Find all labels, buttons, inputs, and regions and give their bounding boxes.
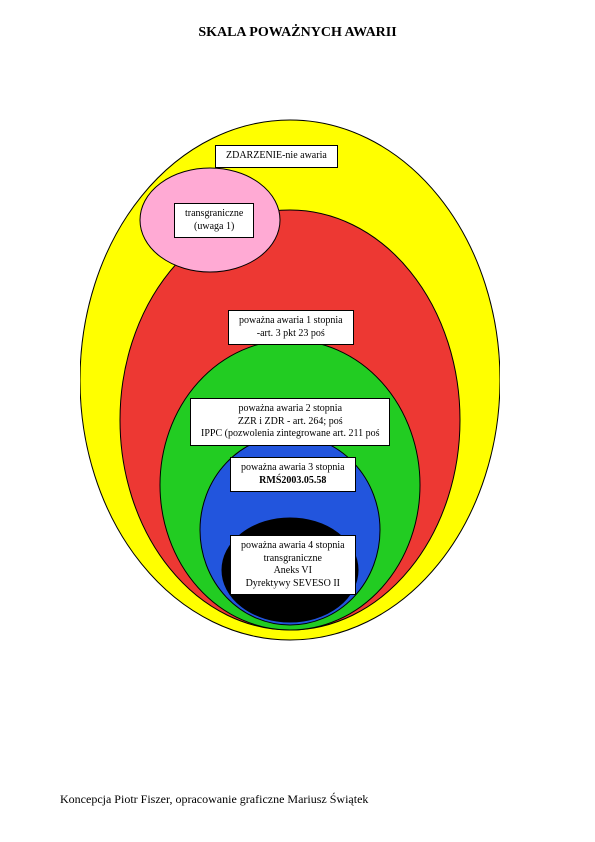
diagram-container: ZDARZENIE-nie awaria transgraniczne(uwag… bbox=[80, 90, 500, 720]
label-red-stopien1: poważna awaria 1 stopnia-art. 3 pkt 23 p… bbox=[228, 310, 354, 345]
label-yellow-zdarzenie: ZDARZENIE-nie awaria bbox=[215, 145, 338, 168]
label-pink-transgraniczne: transgraniczne(uwaga 1) bbox=[174, 203, 254, 238]
label-green-stopien2: poważna awaria 2 stopniaZZR i ZDR - art.… bbox=[190, 398, 390, 446]
footer-credits: Koncepcja Piotr Fiszer, opracowanie graf… bbox=[60, 792, 368, 807]
label-black-stopien4: poważna awaria 4 stopniatransgraniczneAn… bbox=[230, 535, 356, 595]
label-blue-stopien3: poważna awaria 3 stopniaRMŚ2003.05.58 bbox=[230, 457, 356, 492]
page-title: SKALA POWAŻNYCH AWARII bbox=[0, 25, 595, 41]
